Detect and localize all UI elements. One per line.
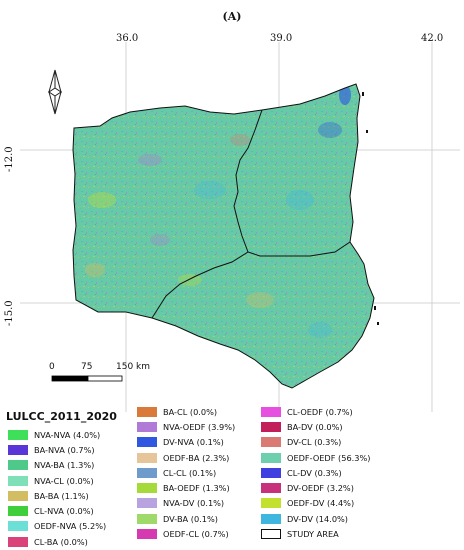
longitude-label: 39.0 (270, 33, 293, 44)
legend-swatch (137, 452, 157, 463)
legend-label: CL-BA (0.0%) (34, 536, 88, 547)
legend-item: DV-DV (14.0%) (261, 511, 370, 526)
legend-swatch (137, 498, 157, 509)
legend-label: DV-OEDF (3.2%) (287, 483, 354, 494)
legend-swatch (261, 467, 281, 478)
legend-item: CL-NVA (0.0%) (8, 503, 106, 518)
legend-item: STUDY AREA (261, 526, 370, 541)
scale-label: 150 km (116, 362, 151, 372)
legend-label: BA-OEDF (1.3%) (163, 483, 230, 494)
legend-item: NVA-BA (1.3%) (8, 458, 106, 473)
legend-swatch (8, 460, 28, 471)
legend-item: OEDF-DV (4.4%) (261, 496, 370, 511)
legend-swatch (261, 421, 281, 432)
legend-swatch (137, 406, 157, 417)
legend-swatch (8, 444, 28, 455)
legend-item: OEDF-CL (0.7%) (137, 526, 235, 541)
legend-swatch (8, 429, 28, 440)
legend-item: OEDF-BA (2.3%) (137, 450, 235, 465)
legend-label: BA-BA (1.1%) (34, 490, 89, 501)
legend-label: CL-DV (0.3%) (287, 467, 342, 478)
legend-item: DV-NVA (0.1%) (137, 435, 235, 450)
legend-swatch (261, 452, 281, 463)
legend-swatch (261, 483, 281, 494)
longitude-label: 42.0 (421, 33, 444, 44)
legend-item: OEDF-NVA (5.2%) (8, 519, 106, 534)
legend-swatch (8, 490, 28, 501)
legend-column: CL-OEDF (0.7%) BA-DV (0.0%) DV-CL (0.3%) OE… (261, 404, 370, 542)
legend-item: DV-OEDF (3.2%) (261, 480, 370, 495)
legend-item: CL-BA (0.0%) (8, 534, 106, 549)
legend-item: DV-CL (0.3%) (261, 435, 370, 450)
legend-swatch (261, 406, 281, 417)
legend-item: BA-BA (1.1%) (8, 488, 106, 503)
legend-column: NVA-NVA (4.0%) BA-NVA (0.7%) NVA-BA (1.3%)… (8, 427, 106, 549)
legend-swatch (137, 437, 157, 448)
legend-item: DV-BA (0.1%) (137, 511, 235, 526)
legend-swatch (8, 521, 28, 532)
legend-swatch (8, 475, 28, 486)
scale-bar (51, 375, 123, 382)
legend-swatch (261, 437, 281, 448)
legend-item: BA-OEDF (1.3%) (137, 480, 235, 495)
legend-label: NVA-NVA (4.0%) (34, 429, 101, 440)
legend-item: BA-CL (0.0%) (137, 404, 235, 419)
legend-item: BA-DV (0.0%) (261, 419, 370, 434)
legend-label: DV-BA (0.1%) (163, 513, 218, 524)
legend-label: NVA-CL (0.0%) (34, 475, 94, 486)
legend-item: CL-DV (0.3%) (261, 465, 370, 480)
legend-item: CL-OEDF (0.7%) (261, 404, 370, 419)
legend-label: NVA-DV (0.1%) (163, 498, 225, 509)
legend-item: NVA-CL (0.0%) (8, 473, 106, 488)
legend-item: NVA-OEDF (3.9%) (137, 419, 235, 434)
north-arrow-icon (48, 69, 62, 115)
legend-swatch (8, 536, 28, 547)
scale-label: 75 (81, 362, 93, 372)
legend-label: DV-NVA (0.1%) (163, 437, 224, 448)
legend-label: NVA-OEDF (3.9%) (163, 421, 236, 432)
legend-swatch (137, 467, 157, 478)
legend-item: CL-CL (0.1%) (137, 465, 235, 480)
legend-label: CL-NVA (0.0%) (34, 506, 94, 517)
legend-swatch (261, 513, 281, 524)
legend-label: BA-CL (0.0%) (163, 406, 218, 417)
legend-swatch (137, 421, 157, 432)
legend-label: OEDF-DV (4.4%) (287, 498, 355, 509)
legend-label: OEDF-CL (0.7%) (163, 529, 229, 540)
legend-label: CL-CL (0.1%) (163, 467, 217, 478)
legend-item: BA-NVA (0.7%) (8, 442, 106, 457)
legend-label: STUDY AREA (287, 529, 339, 540)
legend-label: OEDF-NVA (5.2%) (34, 521, 107, 532)
longitude-label: 36.0 (116, 33, 139, 44)
legend-column: BA-CL (0.0%) NVA-OEDF (3.9%) DV-NVA (0.1%)… (137, 404, 235, 542)
legend-item: NVA-DV (0.1%) (137, 496, 235, 511)
legend-item: OEDF-OEDF (56.3%) (261, 450, 370, 465)
legend-label: DV-CL (0.3%) (287, 437, 342, 448)
legend-label: DV-DV (14.0%) (287, 513, 348, 524)
legend-title: LULCC_2011_2020 (6, 410, 117, 423)
legend-label: BA-NVA (0.7%) (34, 444, 95, 455)
study-area-map (72, 83, 379, 389)
legend-swatch (261, 498, 281, 509)
legend-swatch (137, 529, 157, 540)
legend-label: OEDF-BA (2.3%) (163, 452, 230, 463)
panel-label: (A) (222, 10, 242, 23)
legend-swatch (261, 529, 281, 540)
legend-swatch (8, 506, 28, 517)
scale-label: 0 (49, 362, 55, 372)
legend-label: NVA-BA (1.3%) (34, 460, 95, 471)
legend-label: BA-DV (0.0%) (287, 421, 343, 432)
legend-swatch (137, 483, 157, 494)
legend-label: OEDF-OEDF (56.3%) (287, 452, 371, 463)
legend-swatch (137, 513, 157, 524)
legend-label: CL-OEDF (0.7%) (287, 406, 353, 417)
legend-item: NVA-NVA (4.0%) (8, 427, 106, 442)
